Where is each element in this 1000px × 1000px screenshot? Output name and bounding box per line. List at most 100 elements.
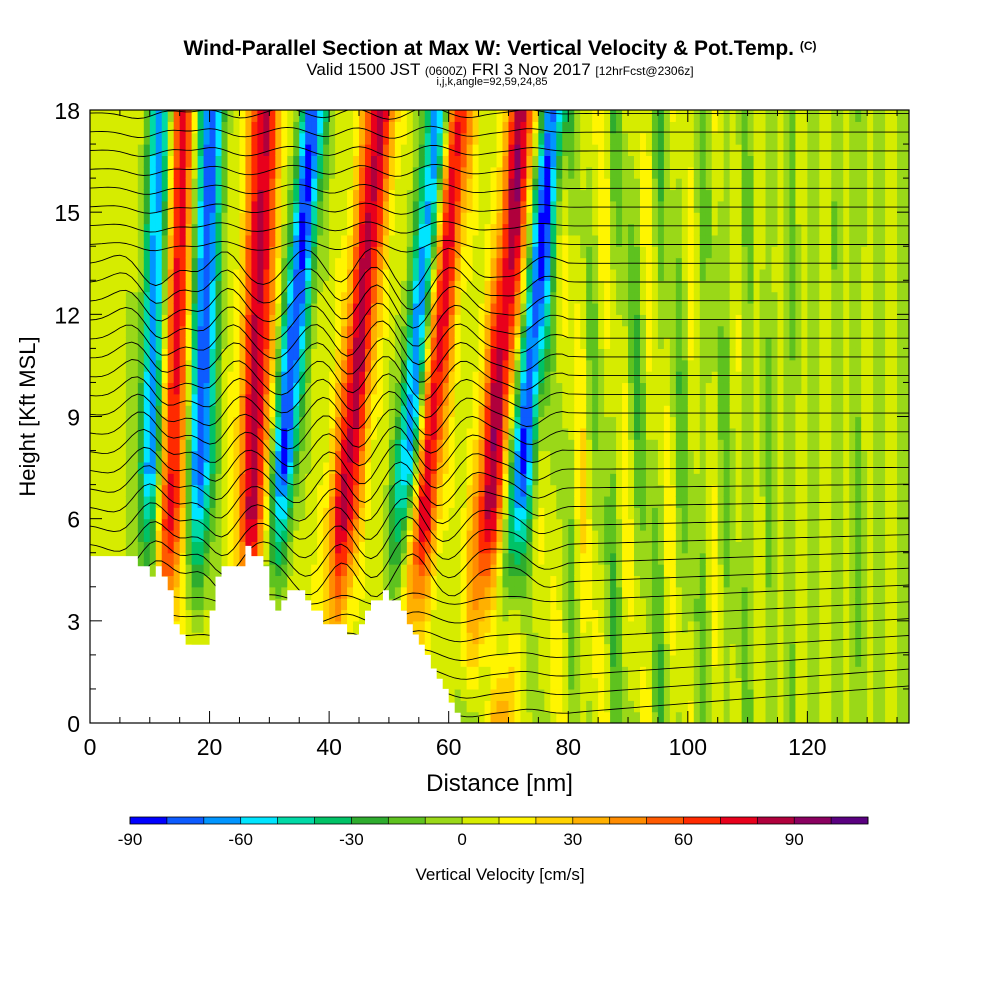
field-cell: [424, 393, 432, 406]
field-cell: [329, 461, 336, 474]
field-cell: [639, 484, 647, 497]
field-cell: [484, 530, 492, 542]
field-cell: [185, 189, 193, 202]
field-cell: [364, 427, 372, 440]
field-cell: [251, 268, 258, 281]
field-cell: [454, 586, 462, 599]
field-cell: [101, 461, 109, 474]
field-cell: [101, 223, 109, 236]
field-cell: [634, 166, 641, 179]
field-cell: [251, 121, 258, 134]
field-cell: [460, 348, 468, 361]
field-cell: [436, 484, 444, 497]
field-cell: [442, 314, 450, 327]
field-cell: [472, 530, 480, 542]
field-cell: [382, 234, 390, 247]
field-cell: [329, 473, 336, 486]
field-cell: [347, 405, 354, 418]
field-cell: [454, 609, 462, 622]
field-cell: [562, 246, 569, 259]
field-cell: [239, 302, 247, 315]
field-cell: [424, 620, 432, 633]
field-cell: [299, 564, 306, 577]
field-cell: [353, 530, 360, 542]
field-cell: [191, 132, 199, 145]
field-cell: [622, 110, 629, 122]
field-cell: [287, 314, 294, 327]
field-cell: [329, 314, 336, 327]
field-cell: [436, 586, 444, 599]
field-cell: [239, 280, 247, 293]
field-cell: [311, 552, 318, 565]
field-cell: [203, 166, 211, 179]
field-cell: [125, 178, 133, 191]
field-cell: [484, 495, 492, 508]
field-cell: [293, 359, 300, 372]
field-cell: [179, 552, 187, 565]
field-cell: [628, 688, 635, 701]
field-cell: [418, 132, 426, 145]
field-cell: [484, 700, 492, 713]
field-cell: [508, 700, 516, 713]
field-cell: [394, 325, 402, 338]
field-cell: [323, 178, 330, 191]
field-cell: [155, 337, 163, 349]
field-cell: [556, 371, 563, 384]
field-cell: [394, 212, 402, 225]
field-cell: [484, 132, 492, 145]
field-cell: [376, 132, 384, 145]
field-cell: [430, 166, 438, 179]
field-cell: [239, 257, 247, 270]
field-cell: [466, 200, 474, 213]
field-cell: [520, 450, 528, 463]
field-cell: [382, 223, 390, 236]
field-cell: [364, 223, 372, 236]
field-cell: [442, 291, 450, 304]
field-cell: [460, 427, 468, 440]
field-cell: [418, 416, 426, 429]
field-cell: [293, 348, 300, 361]
field-cell: [622, 234, 629, 247]
field-cell: [562, 654, 569, 667]
field-cell: [484, 257, 492, 270]
field-cell: [101, 189, 109, 202]
field-cell: [424, 144, 432, 157]
field-cell: [311, 314, 318, 327]
field-cell: [359, 348, 366, 361]
field-cell: [203, 155, 211, 168]
field-cell: [460, 495, 468, 508]
field-cell: [251, 530, 258, 542]
field-cell: [418, 609, 426, 622]
field-cell: [353, 393, 360, 406]
field-cell: [215, 564, 223, 577]
field-cell: [406, 598, 414, 611]
field-cell: [550, 439, 557, 452]
field-cell: [215, 393, 223, 406]
field-cell: [442, 393, 450, 406]
field-cell: [430, 257, 438, 270]
field-cell: [550, 700, 557, 713]
field-cell: [454, 677, 462, 690]
field-cell: [353, 552, 360, 565]
field-cell: [532, 200, 539, 213]
field-cell: [574, 461, 581, 474]
field-cell: [628, 155, 635, 168]
field-cell: [275, 427, 282, 440]
field-cell: [95, 382, 103, 395]
field-cell: [424, 382, 432, 395]
field-cell: [281, 166, 288, 179]
field-cell: [472, 688, 480, 701]
field-cell: [610, 427, 617, 440]
field-cell: [113, 416, 121, 429]
field-cell: [155, 473, 163, 486]
field-cell: [209, 132, 217, 145]
field-cell: [604, 688, 611, 701]
field-cell: [215, 121, 223, 134]
field-cell: [143, 416, 151, 429]
field-cell: [430, 507, 438, 520]
field-cell: [616, 427, 623, 440]
field-cell: [418, 359, 426, 372]
field-cell: [430, 530, 438, 542]
field-cell: [251, 405, 258, 418]
field-cell: [185, 223, 193, 236]
